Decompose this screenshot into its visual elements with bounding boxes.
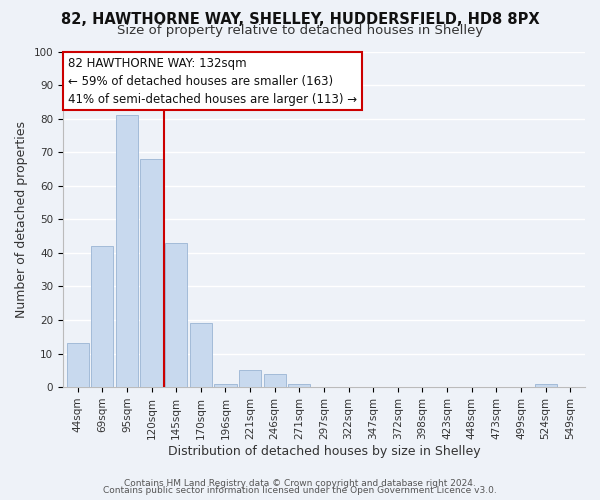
Text: 82 HAWTHORNE WAY: 132sqm
← 59% of detached houses are smaller (163)
41% of semi-: 82 HAWTHORNE WAY: 132sqm ← 59% of detach… <box>68 56 357 106</box>
Bar <box>535 384 557 387</box>
Bar <box>165 243 187 387</box>
Text: 82, HAWTHORNE WAY, SHELLEY, HUDDERSFIELD, HD8 8PX: 82, HAWTHORNE WAY, SHELLEY, HUDDERSFIELD… <box>61 12 539 28</box>
Bar <box>214 384 236 387</box>
Text: Size of property relative to detached houses in Shelley: Size of property relative to detached ho… <box>117 24 483 37</box>
Bar <box>140 159 163 387</box>
Text: Contains public sector information licensed under the Open Government Licence v3: Contains public sector information licen… <box>103 486 497 495</box>
Bar <box>239 370 261 387</box>
Bar <box>116 116 138 387</box>
X-axis label: Distribution of detached houses by size in Shelley: Distribution of detached houses by size … <box>167 444 480 458</box>
Bar <box>263 374 286 387</box>
Bar <box>190 324 212 387</box>
Text: Contains HM Land Registry data © Crown copyright and database right 2024.: Contains HM Land Registry data © Crown c… <box>124 478 476 488</box>
Y-axis label: Number of detached properties: Number of detached properties <box>15 121 28 318</box>
Bar <box>288 384 310 387</box>
Bar <box>91 246 113 387</box>
Bar <box>67 344 89 387</box>
